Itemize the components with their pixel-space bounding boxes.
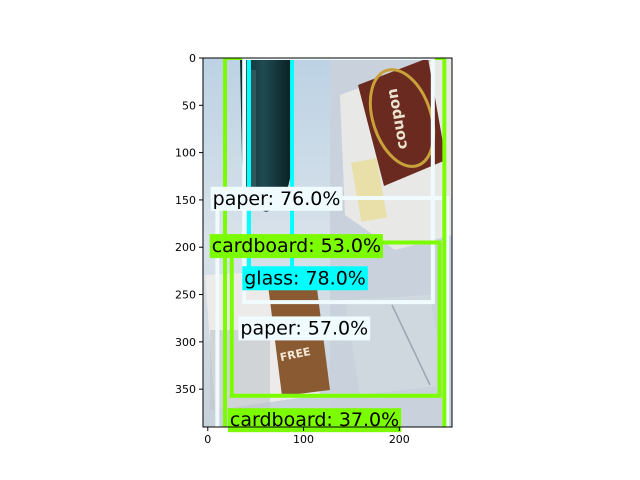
x-tick-label: 100 (293, 433, 314, 446)
y-tick-label: 0 (189, 52, 196, 65)
coupon-card (358, 58, 446, 186)
detection-label-background (238, 316, 371, 341)
detection-label-background (242, 266, 368, 291)
flyer-free-text: FREE (279, 345, 312, 364)
x-axis-ticks: 0 100 200 (204, 427, 410, 446)
y-tick-label: 250 (175, 289, 196, 302)
x-tick-label: 0 (204, 433, 211, 446)
detection-label: paper: 76.0% (210, 186, 343, 211)
detection-label: glass: 78.0% (242, 266, 368, 291)
detection-label: cardboard: 53.0% (209, 234, 384, 259)
detection-box (242, 58, 435, 305)
detection-label-text: paper: 76.0% (213, 188, 341, 210)
y-tick-label: 300 (175, 336, 196, 349)
detection-label-background (209, 234, 384, 259)
x-tick-label: 200 (389, 433, 410, 446)
y-tick-label: 150 (175, 194, 196, 207)
y-axis-ticks: 0 50 100 150 200 250 300 350 (175, 52, 203, 396)
axes-frame (202, 57, 453, 428)
detection-label: paper: 57.0% (238, 316, 371, 341)
coupon-circle (368, 68, 436, 168)
plastic-edge (391, 304, 431, 386)
detection-label-background (227, 408, 402, 433)
y-tick-label: 200 (175, 241, 196, 254)
detection-label-background (210, 186, 343, 211)
detection-label-text: glass: 78.0% (244, 267, 366, 289)
detection-label-text: cardboard: 37.0% (230, 409, 399, 431)
dotted-strip (350, 158, 388, 222)
y-tick-label: 350 (175, 383, 196, 396)
detection-labels: paper: 76.0% cardboard: 53.0% glass: 78.0%… (209, 186, 402, 433)
detection-label: cardboard: 37.0% (227, 408, 402, 433)
detection-label-text: cardboard: 53.0% (212, 235, 381, 257)
y-tick-label: 100 (175, 147, 196, 160)
bottle-highlight (250, 70, 256, 190)
detection-label-text: paper: 57.0% (240, 317, 368, 339)
y-tick-label: 50 (182, 99, 196, 112)
